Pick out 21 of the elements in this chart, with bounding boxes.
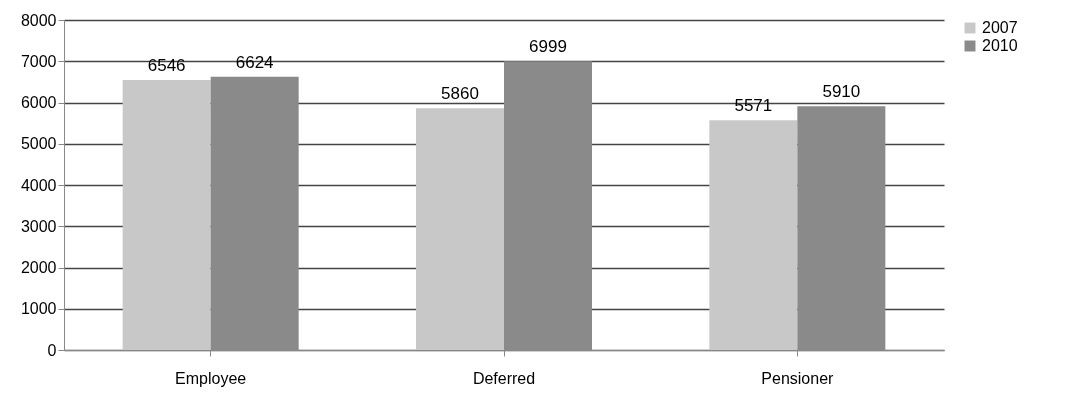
bar [122, 79, 211, 350]
bar [709, 120, 798, 350]
bar [416, 108, 504, 350]
y-tick-label: 0 [47, 341, 57, 359]
data-label: 5910 [822, 82, 861, 102]
y-tick-label: 5000 [20, 135, 57, 153]
data-label: 5860 [441, 84, 479, 104]
y-tick-label: 1000 [20, 300, 57, 318]
x-tick-label: Pensioner [761, 369, 835, 387]
legend-label: 2007 [982, 19, 1018, 36]
x-tick-label: Deferred [472, 369, 536, 387]
data-label: 6999 [529, 37, 567, 57]
y-tick-label: 2000 [20, 259, 57, 276]
y-tick-label: 4000 [20, 176, 57, 194]
x-tick-label: Employee [175, 369, 247, 387]
y-tick-label: 8000 [20, 11, 57, 29]
data-label: 6546 [147, 55, 186, 75]
y-tick-label: 3000 [20, 217, 57, 235]
legend-label: 2010 [982, 37, 1018, 54]
y-tick-label: 7000 [20, 52, 57, 70]
y-tick-label: 6000 [20, 94, 57, 111]
